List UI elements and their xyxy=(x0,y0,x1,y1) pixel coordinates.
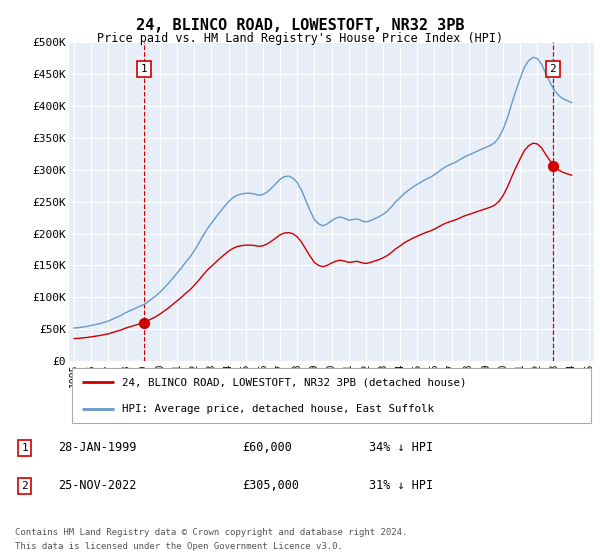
Text: 28-JAN-1999: 28-JAN-1999 xyxy=(58,441,136,454)
Text: Price paid vs. HM Land Registry's House Price Index (HPI): Price paid vs. HM Land Registry's House … xyxy=(97,32,503,45)
Text: 1: 1 xyxy=(141,64,148,74)
FancyBboxPatch shape xyxy=(71,367,592,423)
Text: 1: 1 xyxy=(21,443,28,453)
Text: 24, BLINCO ROAD, LOWESTOFT, NR32 3PB (detached house): 24, BLINCO ROAD, LOWESTOFT, NR32 3PB (de… xyxy=(121,377,466,387)
Point xyxy=(139,319,149,328)
Text: 34% ↓ HPI: 34% ↓ HPI xyxy=(369,441,433,454)
Text: 24, BLINCO ROAD, LOWESTOFT, NR32 3PB: 24, BLINCO ROAD, LOWESTOFT, NR32 3PB xyxy=(136,18,464,33)
Text: 2: 2 xyxy=(21,480,28,491)
Text: HPI: Average price, detached house, East Suffolk: HPI: Average price, detached house, East… xyxy=(121,404,433,414)
Point xyxy=(548,162,557,171)
Text: £305,000: £305,000 xyxy=(242,479,299,492)
Text: Contains HM Land Registry data © Crown copyright and database right 2024.: Contains HM Land Registry data © Crown c… xyxy=(15,528,407,536)
Text: 25-NOV-2022: 25-NOV-2022 xyxy=(58,479,136,492)
Text: 2: 2 xyxy=(550,64,556,74)
Text: 31% ↓ HPI: 31% ↓ HPI xyxy=(369,479,433,492)
Text: This data is licensed under the Open Government Licence v3.0.: This data is licensed under the Open Gov… xyxy=(15,542,343,551)
Text: £60,000: £60,000 xyxy=(242,441,292,454)
